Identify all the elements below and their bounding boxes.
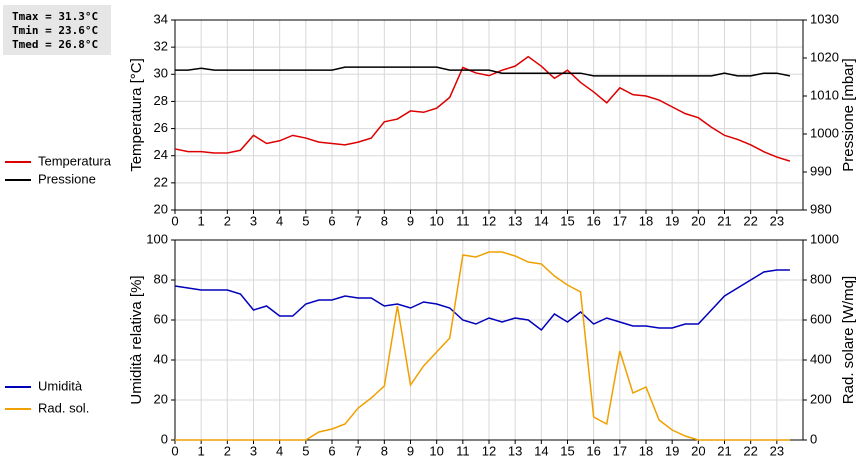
series-line	[174, 269, 790, 332]
x-tick-label: 4	[276, 213, 283, 228]
y2-tick-label: 1000	[810, 125, 839, 140]
series-line	[174, 55, 791, 162]
y-tick-label: 34	[154, 11, 168, 26]
x-tick-label: 9	[407, 213, 414, 228]
stat-line: Tmed = 26.8°C	[12, 38, 98, 51]
y2-tick-label: 800	[810, 271, 832, 286]
x-tick-label: 16	[586, 213, 600, 228]
x-tick-label: 8	[381, 213, 388, 228]
x-tick-label: 13	[508, 213, 522, 228]
plot-frame	[174, 239, 804, 441]
y-tick-label: 60	[154, 311, 168, 326]
y-tick-label: 26	[154, 120, 168, 135]
x-tick-label: 22	[743, 213, 757, 228]
y-tick-label: 100	[146, 231, 168, 246]
x-tick-label: 6	[328, 213, 335, 228]
y-tick-label: 40	[154, 351, 168, 366]
series-line	[175, 66, 791, 77]
x-tick-label: 1	[198, 443, 205, 458]
x-tick-label: 0	[171, 443, 178, 458]
x-tick-label: 10	[429, 213, 443, 228]
x-tick-label: 18	[639, 443, 653, 458]
x-tick-label: 4	[276, 443, 283, 458]
x-tick-label: 21	[717, 443, 731, 458]
y-axis-label: Umidità relativa [%]	[128, 275, 145, 404]
y2-axis-label: Pressione [mbar]	[840, 58, 857, 171]
x-tick-label: 23	[770, 443, 784, 458]
x-tick-label: 14	[534, 443, 548, 458]
x-tick-label: 20	[691, 443, 705, 458]
x-tick-label: 7	[355, 213, 362, 228]
x-tick-label: 12	[482, 443, 496, 458]
x-tick-label: 9	[407, 443, 414, 458]
x-tick-label: 0	[171, 213, 178, 228]
y-tick-label: 28	[154, 93, 168, 108]
series-line	[175, 251, 790, 441]
x-tick-label: 2	[224, 213, 231, 228]
x-tick-label: 16	[586, 443, 600, 458]
y2-tick-label: 1030	[810, 11, 839, 26]
x-tick-label: 11	[456, 443, 470, 458]
x-tick-label: 12	[482, 213, 496, 228]
y-tick-label: 30	[154, 66, 168, 81]
x-tick-label: 8	[381, 443, 388, 458]
x-tick-label: 1	[198, 213, 205, 228]
plot-frame	[174, 19, 804, 211]
x-tick-label: 2	[224, 443, 231, 458]
stat-line: Tmax = 31.3°C	[12, 10, 98, 23]
x-tick-label: 11	[456, 213, 470, 228]
x-tick-label: 15	[560, 213, 574, 228]
y-axis-label: Temperatura [°C]	[128, 58, 145, 172]
stats-box	[3, 5, 111, 55]
x-tick-label: 6	[328, 443, 335, 458]
x-tick-label: 19	[665, 443, 679, 458]
x-tick-label: 7	[355, 443, 362, 458]
x-tick-label: 17	[613, 443, 627, 458]
y-tick-label: 20	[154, 201, 168, 216]
y-tick-label: 32	[154, 39, 168, 54]
x-tick-label: 20	[691, 213, 705, 228]
legend-label: Umidità	[38, 378, 83, 393]
y2-tick-label: 400	[810, 351, 832, 366]
y2-tick-label: 980	[810, 201, 832, 216]
x-tick-label: 5	[302, 213, 309, 228]
y2-tick-label: 1010	[810, 87, 839, 102]
x-tick-label: 13	[508, 443, 522, 458]
x-tick-label: 3	[250, 443, 257, 458]
legend-label: Pressione	[38, 171, 96, 186]
y2-tick-label: 1020	[810, 49, 839, 64]
y2-tick-label: 200	[810, 391, 832, 406]
x-tick-label: 18	[639, 213, 653, 228]
y-tick-label: 20	[154, 391, 168, 406]
x-tick-label: 5	[302, 443, 309, 458]
x-tick-label: 3	[250, 213, 257, 228]
x-tick-label: 21	[717, 213, 731, 228]
legend-label: Temperatura	[38, 153, 112, 168]
y-tick-label: 24	[154, 147, 168, 162]
legend-label: Rad. sol.	[38, 400, 89, 415]
y2-tick-label: 1000	[810, 231, 839, 246]
stat-line: Tmin = 23.6°C	[12, 24, 98, 37]
x-tick-label: 15	[560, 443, 574, 458]
y2-tick-label: 990	[810, 163, 832, 178]
y2-tick-label: 600	[810, 311, 832, 326]
y2-axis-label: Rad. solare [W/mq]	[840, 276, 857, 404]
x-tick-label: 23	[770, 213, 784, 228]
x-tick-label: 10	[429, 443, 443, 458]
y-tick-label: 0	[161, 431, 168, 446]
x-tick-label: 19	[665, 213, 679, 228]
x-tick-label: 22	[743, 443, 757, 458]
y2-tick-label: 0	[810, 431, 817, 446]
y-tick-label: 80	[154, 271, 168, 286]
y-tick-label: 22	[154, 174, 168, 189]
x-tick-label: 14	[534, 213, 548, 228]
x-tick-label: 17	[613, 213, 627, 228]
